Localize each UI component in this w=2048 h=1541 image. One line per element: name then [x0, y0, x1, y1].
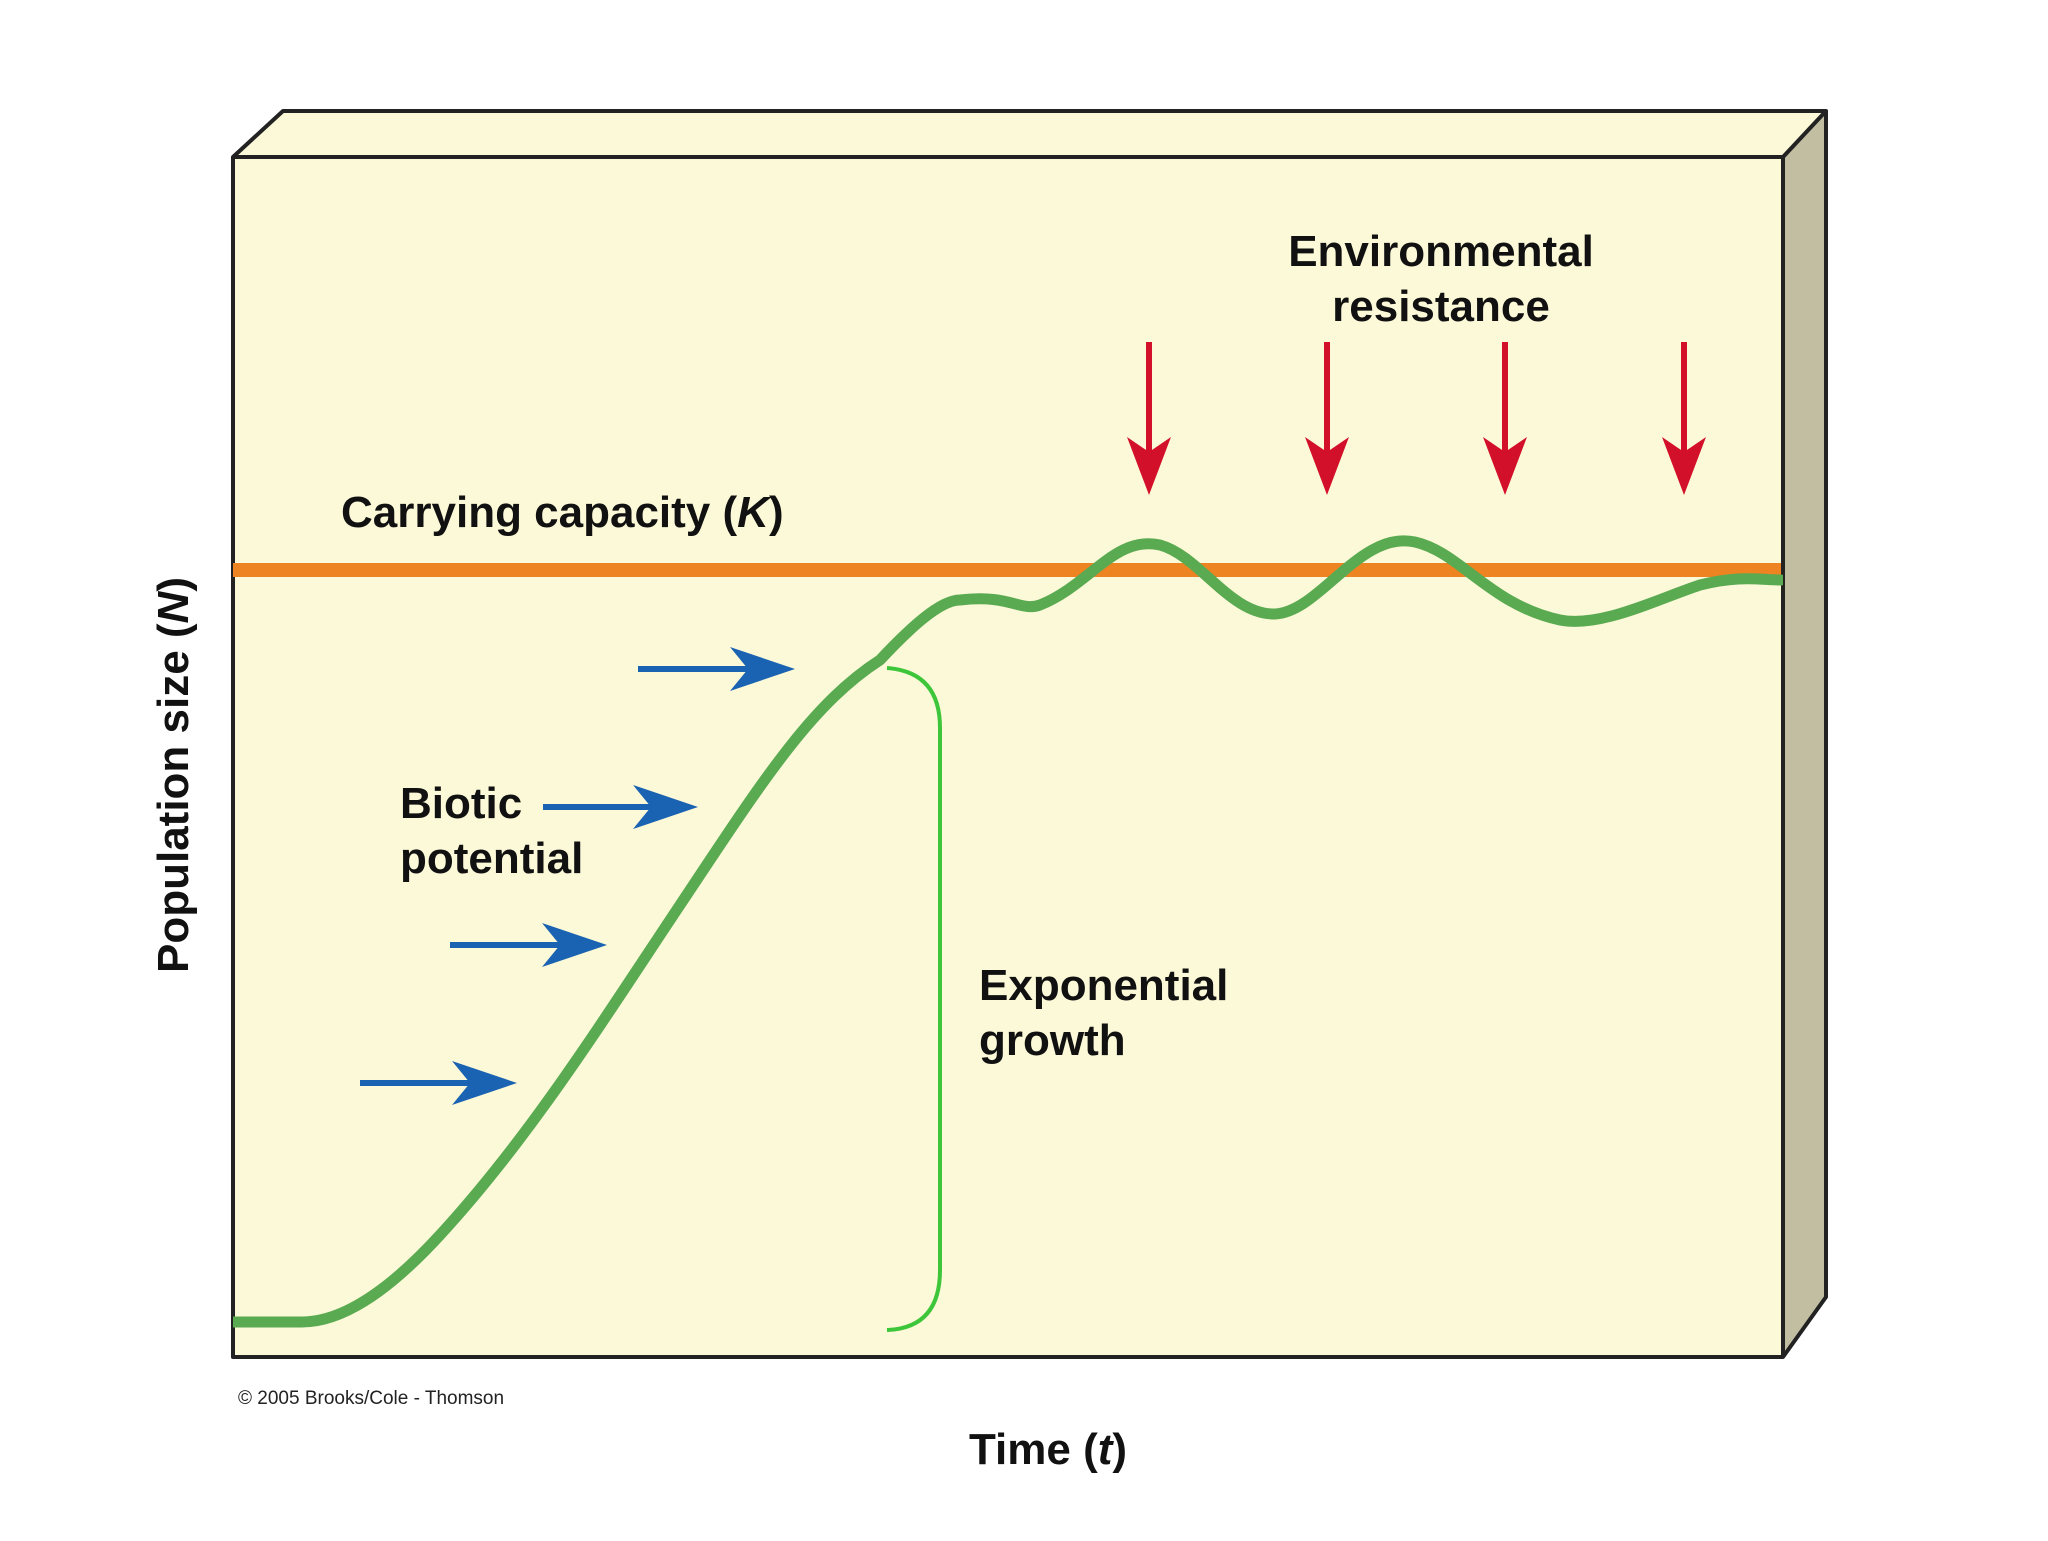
copyright-notice: © 2005 Brooks/Cole - Thomson: [238, 1388, 504, 1409]
arrow-right-icon: [638, 647, 795, 691]
box-panel: [231, 109, 1828, 1359]
population-curve: [233, 535, 1783, 1328]
panel-top: [233, 111, 1826, 157]
biotic-potential-label: Biotic: [400, 779, 522, 828]
arrow-down-icon: [1127, 342, 1171, 495]
exponential-growth-bracket: [886, 666, 942, 1332]
exponential-growth-label: Exponential: [979, 961, 1228, 1010]
exponential-growth-label-line2: growth: [979, 1016, 1126, 1065]
arrow-down-icon: [1662, 342, 1706, 495]
panel-outline: [231, 109, 1828, 1359]
y-axis-label: Population size (N): [149, 577, 198, 973]
carrying-capacity-label: Carrying capacity (K): [341, 488, 784, 537]
biotic-potential-label-line2: potential: [400, 834, 583, 883]
arrow-down-icon: [1483, 342, 1527, 495]
arrow-right-icon: [450, 923, 607, 967]
arrow-right-icon: [360, 1061, 517, 1105]
panel-face: [233, 157, 1783, 1357]
environmental-resistance-label-line2: resistance: [1332, 282, 1550, 331]
biotic-potential-arrows: [360, 647, 795, 1105]
x-axis-label: Time (t): [969, 1425, 1127, 1474]
environmental-resistance-arrows: [1127, 342, 1706, 495]
panel-side: [1783, 111, 1826, 1357]
arrow-down-icon: [1305, 342, 1349, 495]
arrow-right-icon: [543, 785, 698, 829]
environmental-resistance-label: Environmental: [1288, 227, 1594, 276]
